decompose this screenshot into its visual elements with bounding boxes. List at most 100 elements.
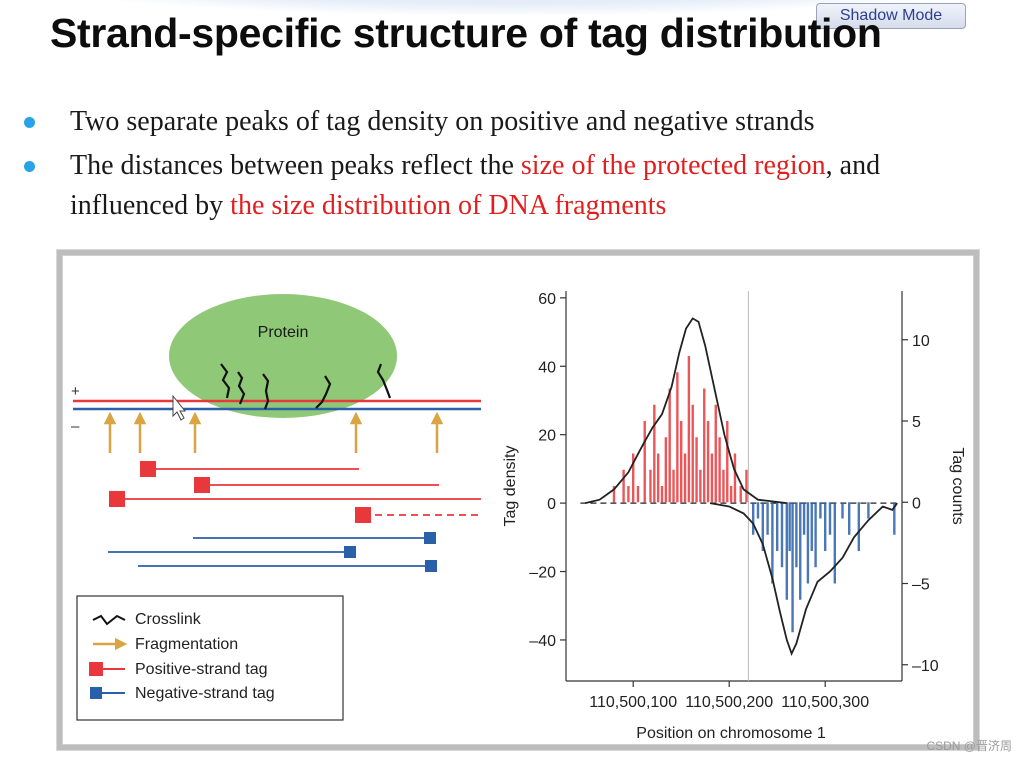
- tag-count-bar: [729, 486, 733, 503]
- tag-count-bar: [752, 502, 755, 535]
- tag-count-bar: [771, 502, 774, 584]
- x-axis-label: Position on chromosome 1: [636, 725, 826, 742]
- tag-count-bar: [703, 388, 706, 503]
- tag-count-bar: [814, 502, 817, 568]
- positive-tag-box: [355, 507, 371, 523]
- y-left-tick-label: 40: [538, 359, 556, 376]
- tag-count-bar: [653, 404, 656, 503]
- tag-count-bar: [867, 502, 870, 519]
- positive-density-curve: [584, 317, 787, 504]
- y-right-tick-label: –5: [912, 577, 930, 594]
- positive-fragments: [109, 461, 481, 523]
- y-left-tick-label: 60: [538, 291, 556, 308]
- positive-tag-bars: [612, 356, 748, 503]
- tag-count-bar: [726, 421, 729, 503]
- minus-strand-label: –: [71, 418, 80, 435]
- chart-ticks: 60 40 20 0 –20 –40 10 5 0 –5 –10 110,500,100 110,500…: [529, 291, 939, 711]
- tag-count-bar: [791, 502, 794, 633]
- bullet-item-2: The distances between peaks reflect the …: [24, 146, 1004, 226]
- crosslink-icon: [262, 373, 270, 410]
- tag-count-bar: [733, 453, 737, 503]
- tag-count-bar: [761, 502, 764, 551]
- tag-count-bar: [710, 453, 714, 503]
- y-left-label: Tag density: [502, 446, 519, 527]
- y-right-tick-label: –10: [912, 658, 939, 675]
- highlight-fragment-size: the size distribution of DNA fragments: [230, 190, 667, 221]
- x-tick-label: 110,500,100: [589, 694, 677, 711]
- bullet-item-1: Two separate peaks of tag density on pos…: [24, 102, 1004, 142]
- tag-count-bar: [824, 502, 827, 551]
- y-left-tick-label: 0: [547, 496, 556, 513]
- tag-count-bar: [627, 486, 630, 503]
- tag-count-bar: [649, 469, 652, 503]
- fragmentation-arrows: [103, 411, 444, 453]
- tag-count-bar: [795, 502, 798, 568]
- shadow-mode-button[interactable]: Shadow Mode: [816, 3, 966, 29]
- negative-density-curve: [709, 502, 898, 656]
- tag-count-bar: [785, 502, 788, 600]
- tag-count-bar: [857, 502, 860, 551]
- tag-count-bar: [788, 502, 791, 551]
- tag-count-bar: [745, 469, 748, 503]
- legend-label-crosslink: Crosslink: [135, 611, 202, 628]
- tag-count-bar: [695, 437, 698, 503]
- tag-count-bar: [687, 356, 691, 503]
- negative-tag-box: [425, 560, 437, 572]
- tag-count-bar: [622, 469, 625, 503]
- crosslink-icon: [220, 363, 231, 399]
- tag-count-bar: [683, 453, 687, 503]
- bullet-dot: [24, 117, 35, 128]
- y-right-tick-label: 10: [912, 333, 930, 350]
- protein-blob: [169, 294, 397, 418]
- tag-count-bar: [680, 421, 683, 503]
- tag-count-bar: [739, 486, 742, 503]
- tag-count-bar: [676, 372, 679, 503]
- tag-count-bar: [756, 502, 760, 519]
- negative-tag-box: [424, 532, 436, 544]
- crosslinks: [220, 363, 392, 410]
- crosslink-icon: [376, 363, 392, 399]
- y-left-tick-label: –40: [529, 633, 556, 650]
- positive-tag-box: [109, 491, 125, 507]
- tag-count-bar: [833, 502, 836, 584]
- negative-fragments: [108, 532, 437, 572]
- tag-count-bar: [776, 502, 779, 551]
- legend-label-fragmentation: Fragmentation: [135, 636, 238, 653]
- protein-label: Protein: [258, 324, 309, 341]
- strand-diagram: Protein + –: [71, 294, 481, 721]
- crosslink-icon: [315, 375, 332, 409]
- legend-label-negative: Negative-strand tag: [135, 685, 275, 702]
- legend-label-positive: Positive-strand tag: [135, 661, 268, 678]
- y-left-tick-label: –20: [529, 565, 556, 582]
- highlight-protected-region: size of the protected region: [520, 150, 826, 181]
- tag-count-bar: [656, 453, 660, 503]
- tag-count-bar: [672, 469, 675, 503]
- tag-count-bar: [802, 502, 806, 535]
- tag-count-bar: [841, 502, 844, 519]
- positive-tag-box: [140, 461, 156, 477]
- positive-tag-legend-icon: [89, 662, 103, 676]
- tag-count-bar: [766, 502, 769, 535]
- bullet-dot: [24, 161, 35, 172]
- figure-svg: Protein + –: [71, 291, 966, 742]
- tag-count-bar: [718, 437, 721, 503]
- tag-density-chart: 60 40 20 0 –20 –40 10 5 0 –5 –10 110,500,100 110,500…: [502, 291, 966, 742]
- tag-count-bar: [664, 437, 668, 503]
- y-right-label: Tag counts: [949, 447, 966, 524]
- tag-count-bar: [819, 502, 822, 519]
- tag-count-bar: [848, 502, 851, 535]
- cursor-icon: [172, 394, 187, 421]
- tag-count-bar: [612, 486, 616, 503]
- legend-box: Crosslink Fragmentation Positive-strand …: [76, 595, 344, 721]
- tag-count-bar: [699, 469, 702, 503]
- tag-count-bar: [806, 502, 810, 584]
- tag-count-bar: [636, 486, 640, 503]
- tag-count-bar: [660, 486, 664, 503]
- crosslink-icon: [237, 371, 246, 405]
- x-tick-label: 110,500,300: [781, 694, 869, 711]
- negative-tag-legend-icon: [90, 687, 102, 699]
- tag-count-bar: [722, 469, 725, 503]
- slide-title: Strand-specific structure of tag distrib…: [50, 10, 882, 56]
- bullet-text-cont: , and influenced by: [70, 150, 881, 221]
- figure-panel: Protein + –: [62, 255, 974, 745]
